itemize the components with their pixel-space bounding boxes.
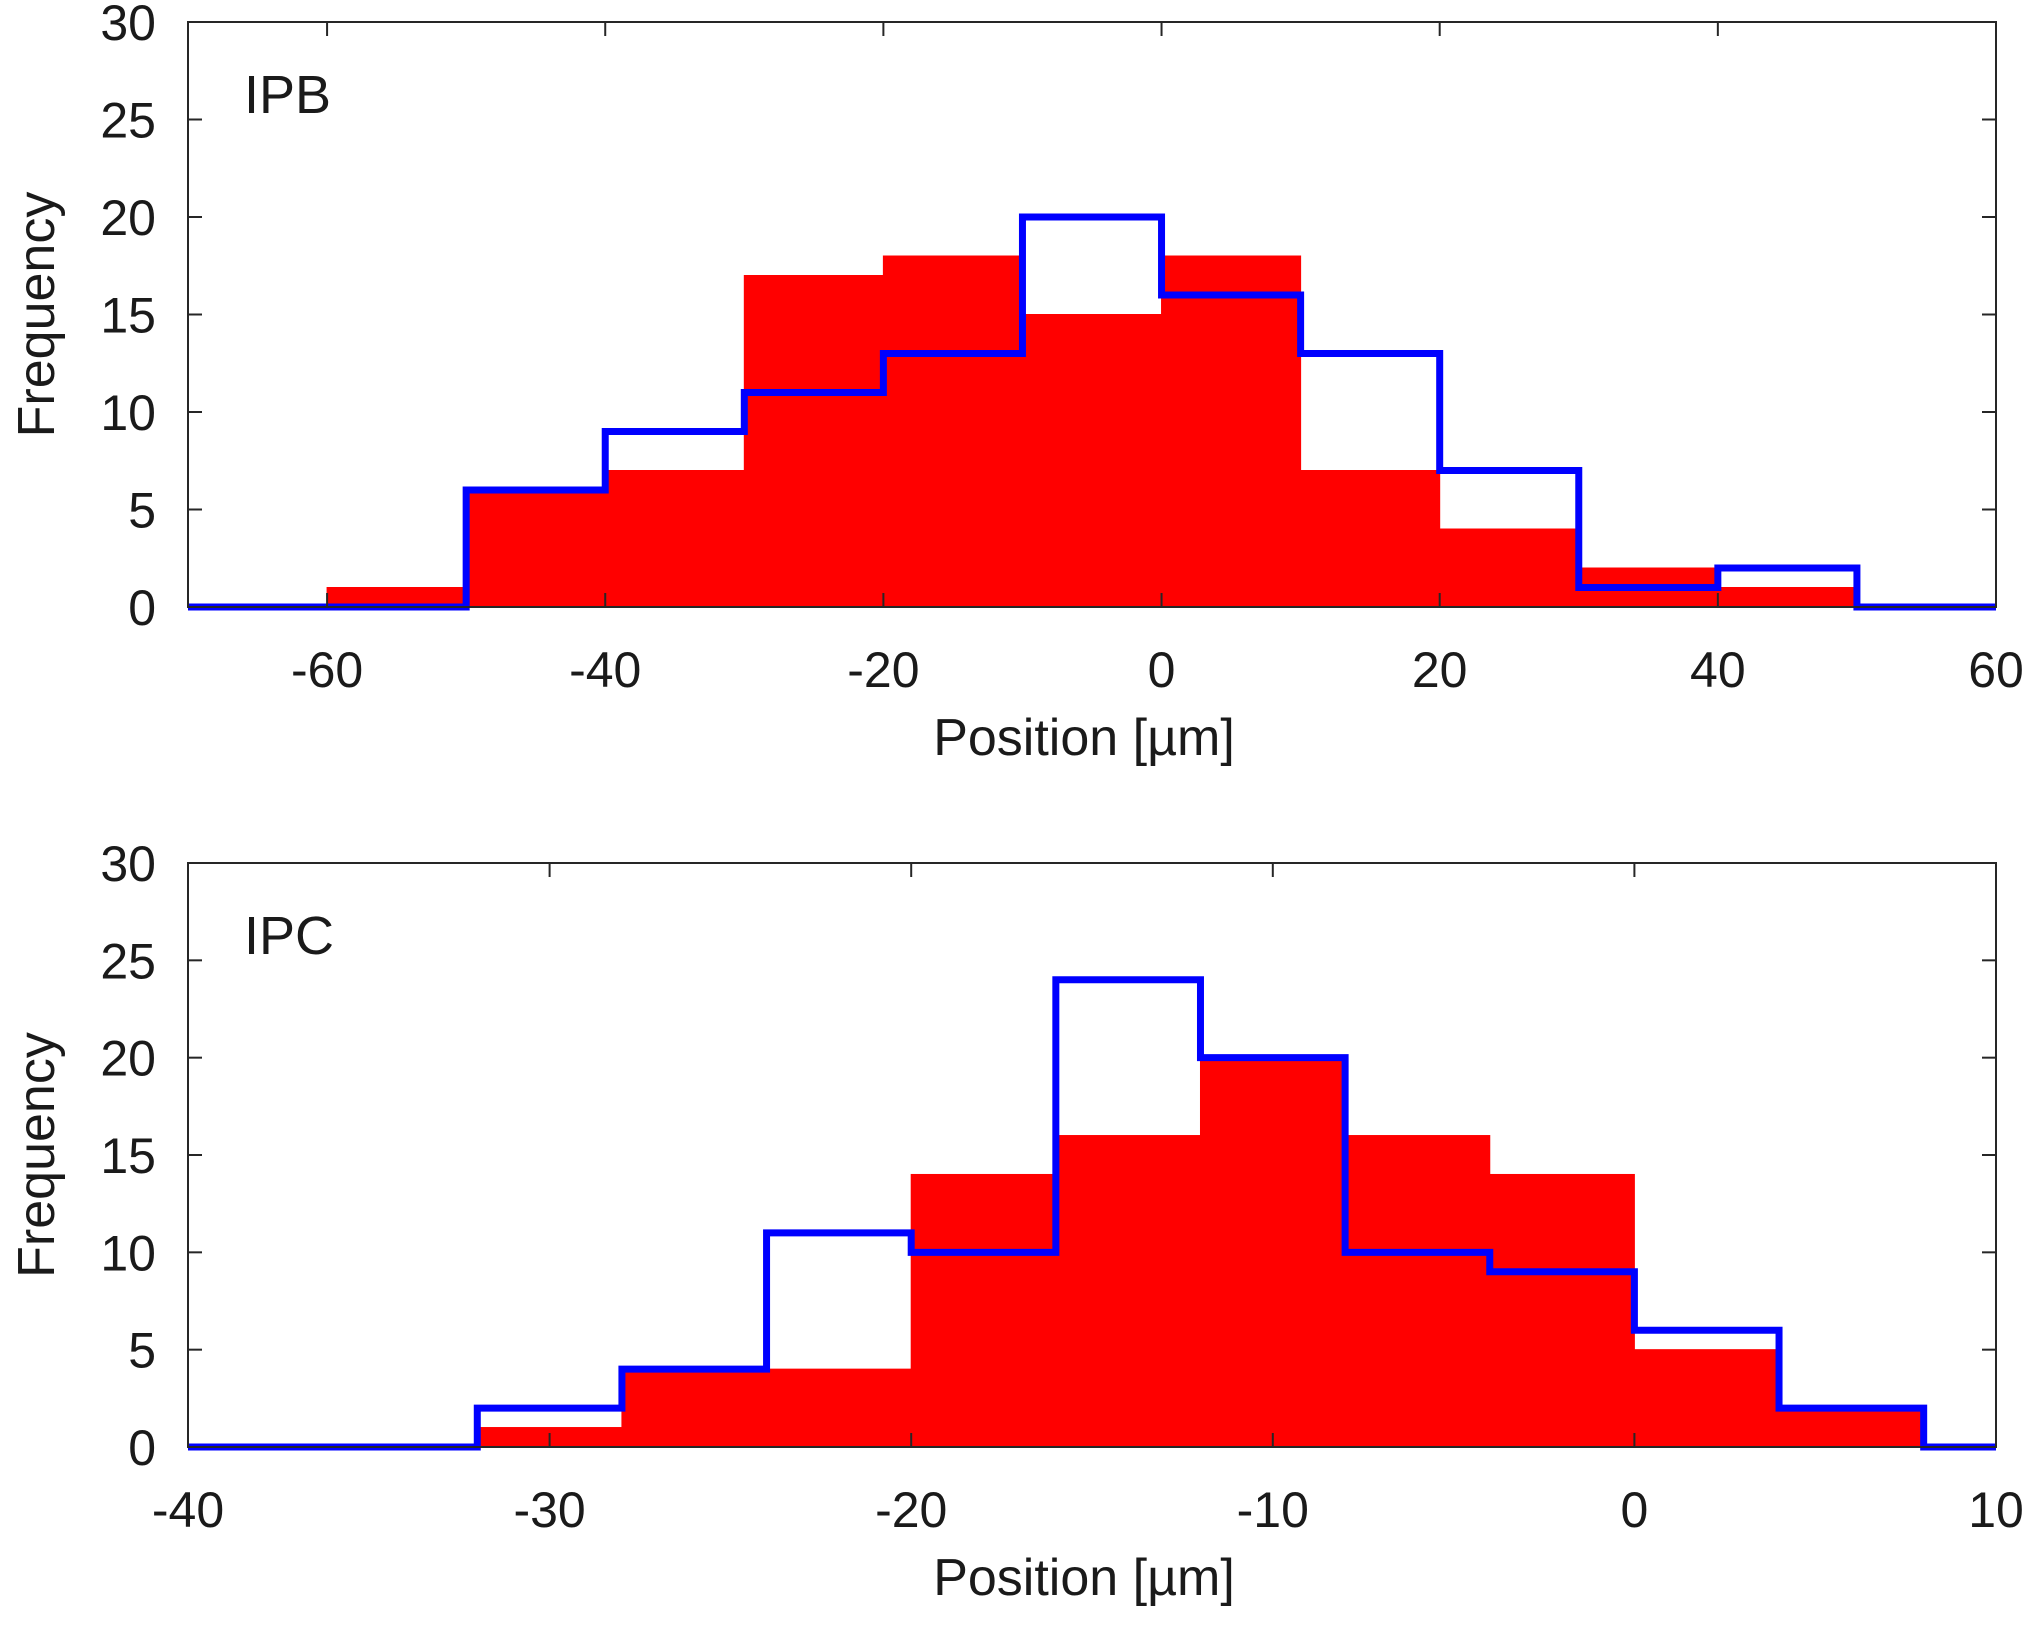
y-tick-label: 15 <box>100 1128 156 1184</box>
y-tick-label: 30 <box>100 836 156 892</box>
histogram-bar <box>743 275 884 608</box>
y-tick-label: 10 <box>100 385 156 441</box>
panel-label: IPC <box>244 906 334 966</box>
x-tick-label: 40 <box>1690 642 1746 698</box>
panel-label: IPB <box>244 65 331 125</box>
histogram-bar <box>1717 587 1858 608</box>
y-tick-label: 25 <box>100 933 156 989</box>
x-tick-label: 20 <box>1412 642 1468 698</box>
x-tick-label: -20 <box>875 1482 947 1538</box>
x-tick-label: 60 <box>1968 642 2024 698</box>
x-tick-label: 10 <box>1968 1482 2024 1538</box>
step-outline-line <box>188 213 1996 611</box>
x-tick-label: -40 <box>152 1482 224 1538</box>
y-tick-label: 5 <box>128 1323 156 1379</box>
histogram-bar <box>604 470 745 608</box>
x-tick-label: 0 <box>1148 642 1176 698</box>
histogram-bar <box>1199 1057 1346 1448</box>
x-tick-label: -20 <box>847 642 919 698</box>
y-tick-label: 0 <box>128 1420 156 1476</box>
panel-ipc: -40 -30 -20 -10 0 10 0 5 10 15 20 25 30 Position [µm]… <box>8 836 2024 1607</box>
y-tick-label: 5 <box>128 483 156 539</box>
histogram-bar <box>465 489 606 608</box>
y-axis-label: Frequency <box>8 192 66 438</box>
histogram-bar <box>1021 314 1163 608</box>
x-tick-label: -30 <box>513 1482 585 1538</box>
histogram-bar <box>1300 470 1441 608</box>
histogram-bar <box>882 255 1023 608</box>
histogram-bar <box>1161 255 1302 608</box>
panel-ipb: -60 -40 -20 0 20 40 60 0 5 10 15 20 25 30 Position [µm… <box>8 0 2024 767</box>
x-tick-label: -40 <box>569 642 641 698</box>
y-tick-label: 0 <box>128 580 156 636</box>
histogram-bar <box>910 1173 1057 1448</box>
y-axis-label: Frequency <box>8 1032 66 1278</box>
histogram-bar <box>1633 1349 1780 1448</box>
x-axis-label: Position [µm] <box>933 1549 1235 1607</box>
x-tick-label: 0 <box>1620 1482 1648 1538</box>
histogram-bar <box>1344 1135 1491 1448</box>
y-tick-label: 15 <box>100 288 156 344</box>
histogram-bar <box>1439 528 1580 608</box>
x-tick-label: -60 <box>291 642 363 698</box>
histogram-bar <box>1055 1135 1201 1448</box>
y-tick-label: 30 <box>100 0 156 51</box>
x-axis-label: Position [µm] <box>933 709 1235 767</box>
y-tick-label: 10 <box>100 1225 156 1281</box>
histogram-bar <box>1489 1173 1635 1448</box>
y-tick-label: 25 <box>100 93 156 149</box>
histogram-bar <box>1778 1407 1925 1448</box>
y-tick-label: 20 <box>100 190 156 246</box>
histogram-bar <box>621 1368 768 1448</box>
step-outline-line <box>188 976 1996 1451</box>
histogram-bar <box>766 1368 912 1448</box>
y-tick-label: 20 <box>100 1031 156 1087</box>
x-tick-label: -10 <box>1237 1482 1309 1538</box>
